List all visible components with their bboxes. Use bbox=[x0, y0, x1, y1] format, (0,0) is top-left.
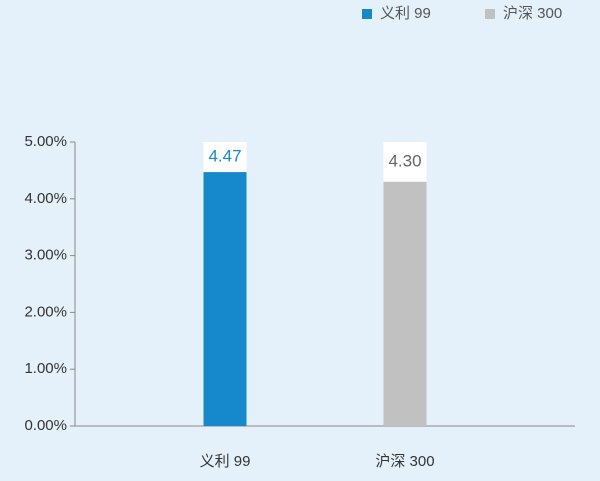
x-tick-label: 义利 99 bbox=[200, 453, 251, 470]
y-tick-label: 1.00% bbox=[24, 360, 67, 377]
bar bbox=[203, 172, 247, 426]
legend-label: 沪深 300 bbox=[503, 5, 562, 22]
bar bbox=[383, 181, 427, 426]
value-label: 4.47 bbox=[208, 147, 241, 166]
legend-swatch bbox=[485, 9, 495, 19]
y-tick-label: 2.00% bbox=[24, 303, 67, 320]
y-tick-label: 5.00% bbox=[24, 133, 67, 150]
x-tick-label: 沪深 300 bbox=[375, 453, 434, 470]
legend-label: 义利 99 bbox=[380, 5, 431, 22]
y-tick-label: 0.00% bbox=[24, 417, 67, 434]
label-box bbox=[383, 142, 427, 182]
value-label: 4.30 bbox=[388, 151, 421, 170]
y-tick-label: 4.00% bbox=[24, 190, 67, 207]
legend-swatch bbox=[362, 9, 372, 19]
y-tick-label: 3.00% bbox=[24, 247, 67, 264]
label-box bbox=[203, 142, 247, 173]
